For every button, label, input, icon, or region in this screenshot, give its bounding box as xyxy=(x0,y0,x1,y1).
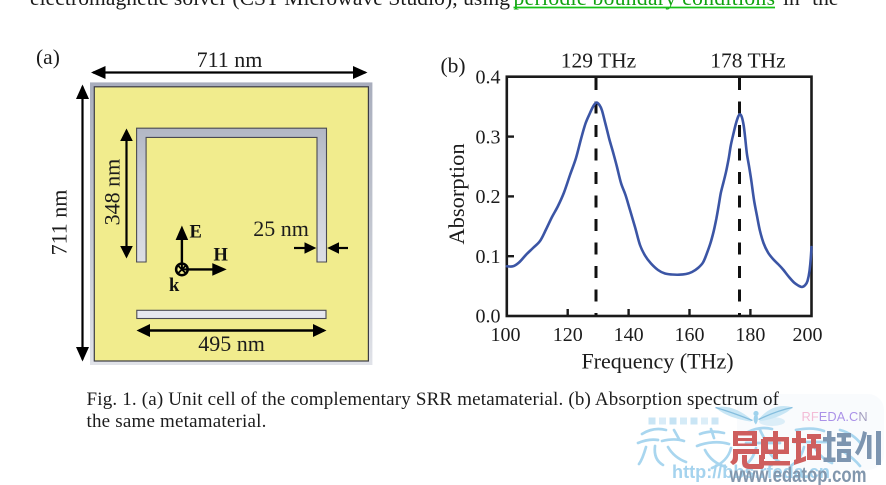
svg-text:Fig. 1. (a) Unit cell of the c: Fig. 1. (a) Unit cell of the complementa… xyxy=(87,389,780,410)
svg-text:RFEDA.CN: RFEDA.CN xyxy=(802,409,868,424)
svg-text:0.0: 0.0 xyxy=(476,306,501,328)
svg-text:0.4: 0.4 xyxy=(476,67,501,89)
svg-text:120: 120 xyxy=(553,324,583,346)
svg-text:www.edatop.com: www.edatop.com xyxy=(729,464,867,485)
svg-text:E: E xyxy=(190,223,202,243)
svg-text:178 THz: 178 THz xyxy=(710,48,785,72)
svg-text:(b): (b) xyxy=(441,54,466,78)
svg-text:in the: in the xyxy=(783,0,838,10)
svg-text:0.3: 0.3 xyxy=(476,126,501,148)
svg-text:0.1: 0.1 xyxy=(476,246,501,268)
svg-text:H: H xyxy=(214,246,229,266)
svg-text:0.2: 0.2 xyxy=(476,186,501,208)
svg-text:electromagnetic solver (CST Mi: electromagnetic solver (CST Microwave St… xyxy=(30,0,510,10)
svg-text:periodic boundary conditions: periodic boundary conditions xyxy=(514,0,776,10)
svg-text:129 THz: 129 THz xyxy=(561,48,636,72)
svg-text:http://bbs.rfeda.cn: http://bbs.rfeda.cn xyxy=(672,462,830,482)
svg-text:711 nm: 711 nm xyxy=(47,190,72,256)
svg-text:k: k xyxy=(169,276,180,296)
svg-text:100: 100 xyxy=(491,324,521,346)
svg-text:348 nm: 348 nm xyxy=(100,159,125,226)
svg-text:140: 140 xyxy=(614,324,644,346)
svg-text:160: 160 xyxy=(675,324,705,346)
svg-text:200: 200 xyxy=(793,324,823,346)
svg-text:180: 180 xyxy=(735,324,765,346)
svg-text:(a): (a) xyxy=(36,45,60,69)
svg-text:495 nm: 495 nm xyxy=(198,331,265,356)
svg-text:711 nm: 711 nm xyxy=(197,47,263,72)
svg-text:Frequency (THz): Frequency (THz) xyxy=(581,349,733,374)
svg-text:Absorption: Absorption xyxy=(444,143,469,244)
svg-text:25 nm: 25 nm xyxy=(253,216,309,241)
svg-text:the same metamaterial.: the same metamaterial. xyxy=(87,411,267,432)
